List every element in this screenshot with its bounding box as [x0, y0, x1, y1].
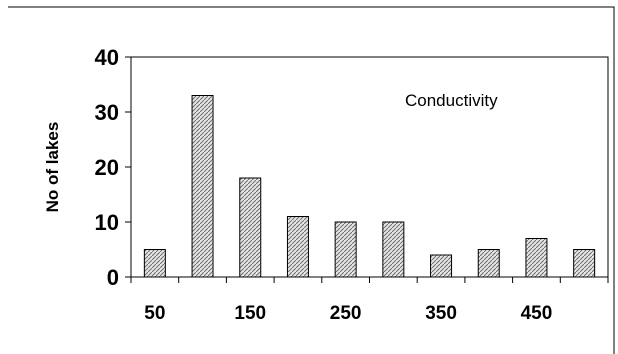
bar-300: [382, 221, 405, 278]
bar-250: [334, 221, 357, 278]
x-tick-label: 450: [521, 303, 553, 324]
bars: [143, 95, 596, 278]
bar-150: [239, 177, 262, 278]
y-tick-label: 10: [95, 210, 119, 235]
x-tick-label: 350: [425, 303, 457, 324]
y-axis-label: No of lakes: [43, 122, 62, 213]
x-axis: 50 150 250 350 450: [130, 277, 609, 324]
bar-400: [477, 249, 500, 278]
bar-350: [430, 254, 453, 278]
y-tick-label: 40: [95, 45, 119, 70]
y-axis: 0 10 20 30 40: [95, 45, 131, 290]
y-tick-label: 0: [107, 265, 119, 290]
x-tick-label: 250: [330, 303, 362, 324]
x-tick-label: 50: [144, 303, 165, 324]
bar-100: [191, 95, 214, 278]
bar-200: [286, 216, 309, 278]
bar-500: [573, 249, 596, 278]
y-tick-label: 20: [95, 155, 119, 180]
y-tick-label: 30: [95, 100, 119, 125]
x-tick-label: 150: [234, 303, 266, 324]
bar-450: [525, 238, 548, 278]
chart-frame: [8, 6, 615, 354]
bar-50: [143, 249, 166, 278]
chart-annotation: Conductivity: [405, 91, 498, 110]
